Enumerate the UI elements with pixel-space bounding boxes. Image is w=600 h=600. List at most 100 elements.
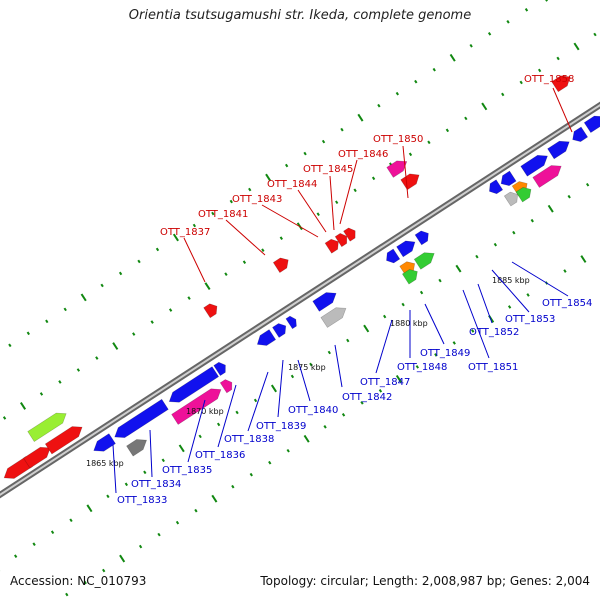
kbp-label: 1880 kbp bbox=[390, 319, 428, 328]
gene-arrow-ott-1845 bbox=[343, 227, 356, 242]
gene-arrow bbox=[219, 379, 233, 394]
gene-label: OTT_1840 bbox=[288, 405, 338, 416]
kbp-label: 1870 kbp bbox=[186, 407, 224, 416]
scale-tick bbox=[580, 255, 587, 263]
scale-tick bbox=[102, 568, 106, 573]
scale-tick bbox=[377, 103, 381, 108]
scale-tick bbox=[395, 374, 402, 383]
scale-tick bbox=[192, 223, 197, 228]
scale-tick bbox=[100, 283, 104, 288]
scale-tick bbox=[567, 194, 571, 199]
genome-summary-text: Topology: circular; Length: 2,008,987 bp… bbox=[260, 574, 590, 588]
scale-tick bbox=[323, 424, 327, 429]
scale-tick bbox=[143, 470, 147, 475]
leader-line bbox=[402, 145, 409, 199]
gene-label: OTT_1834 bbox=[131, 479, 181, 490]
scale-tick bbox=[455, 264, 462, 273]
gene-arrow-ott-1844 bbox=[334, 233, 348, 248]
scale-tick bbox=[50, 530, 55, 535]
gene-arrow-ott-1840 bbox=[285, 315, 297, 330]
scale-tick bbox=[506, 20, 510, 24]
scale-tick bbox=[452, 341, 456, 345]
scale-tick bbox=[178, 444, 185, 453]
scale-tick bbox=[537, 68, 542, 73]
gene-arrow-ott-1837 bbox=[203, 303, 218, 319]
leader-line bbox=[112, 444, 117, 494]
scale-tick bbox=[427, 140, 431, 145]
scale-tick bbox=[290, 374, 295, 379]
gene-arrow bbox=[503, 191, 518, 207]
gene-arrow-ott-1854 bbox=[547, 140, 570, 160]
gene-arrow bbox=[320, 307, 347, 328]
gene-arrow bbox=[413, 252, 435, 270]
scale-tick bbox=[284, 163, 289, 168]
scale-tick bbox=[303, 434, 310, 443]
scale-tick bbox=[229, 199, 233, 204]
scale-tick bbox=[216, 422, 221, 427]
scale-tick bbox=[69, 518, 73, 523]
leader-line bbox=[225, 219, 266, 256]
gene-arrow-ott-1853 bbox=[520, 154, 548, 177]
scale-tick bbox=[204, 282, 211, 291]
gene-arrow bbox=[572, 126, 589, 142]
scale-tick bbox=[26, 331, 30, 336]
scale-tick bbox=[124, 482, 129, 487]
scale-tick bbox=[253, 398, 258, 403]
gene-arrow bbox=[27, 412, 67, 443]
scale-tick bbox=[438, 278, 442, 283]
scale-tick bbox=[395, 91, 400, 96]
scale-tick bbox=[530, 218, 534, 223]
scale-tick bbox=[119, 554, 126, 563]
scale-tick bbox=[32, 542, 36, 547]
scale-tick bbox=[76, 368, 81, 372]
gene-arrow bbox=[401, 269, 418, 285]
gene-arrow-ott-1836 bbox=[171, 388, 222, 425]
gene-arrow-ott-1847 bbox=[386, 248, 401, 264]
scale-tick bbox=[248, 187, 252, 192]
scale-tick bbox=[593, 32, 597, 37]
scale-tick bbox=[475, 254, 479, 259]
leader-line bbox=[511, 261, 569, 297]
scale-tick bbox=[383, 314, 387, 319]
scale-tick bbox=[449, 53, 456, 62]
gene-arrow bbox=[583, 115, 600, 134]
scale-tick bbox=[157, 532, 161, 537]
scale-tick bbox=[231, 484, 235, 489]
scale-tick bbox=[378, 389, 383, 393]
scale-tick bbox=[235, 410, 239, 415]
scale-tick bbox=[265, 173, 272, 182]
gene-label: OTT_1842 bbox=[342, 392, 392, 403]
leader-line bbox=[334, 344, 343, 388]
scale-tick bbox=[155, 247, 160, 252]
scale-tick bbox=[138, 544, 143, 549]
scale-tick bbox=[279, 236, 283, 241]
gene-arrow-ott-1851 bbox=[489, 179, 504, 195]
scale-tick bbox=[132, 332, 136, 336]
scale-tick bbox=[585, 182, 590, 187]
leader-line bbox=[329, 175, 335, 231]
kbp-label: 1885 kbp bbox=[492, 276, 530, 285]
gene-arrow-ott-1842 bbox=[312, 292, 337, 312]
leader-line bbox=[187, 399, 206, 463]
leader-line bbox=[339, 159, 358, 225]
scale-tick bbox=[563, 269, 567, 273]
gene-label: OTT_1839 bbox=[256, 421, 306, 432]
gene-label: OTT_1841 bbox=[198, 209, 248, 220]
leader-line bbox=[477, 283, 493, 324]
scale-tick bbox=[168, 308, 173, 312]
scale-tick bbox=[545, 0, 548, 2]
leader-line bbox=[297, 189, 327, 233]
gene-arrow bbox=[532, 165, 562, 188]
backbone-line-inner bbox=[0, 103, 600, 497]
scale-tick bbox=[445, 128, 450, 133]
gene-arrow-ott-1846 bbox=[400, 173, 420, 191]
scale-tick bbox=[112, 342, 119, 350]
gene-arrow bbox=[515, 187, 532, 203]
scale-tick bbox=[573, 42, 580, 51]
leader-line bbox=[375, 319, 393, 374]
leader-line bbox=[277, 359, 284, 418]
scale-tick bbox=[175, 520, 180, 525]
leader-line bbox=[491, 269, 530, 313]
gene-arrow bbox=[23, 446, 51, 469]
